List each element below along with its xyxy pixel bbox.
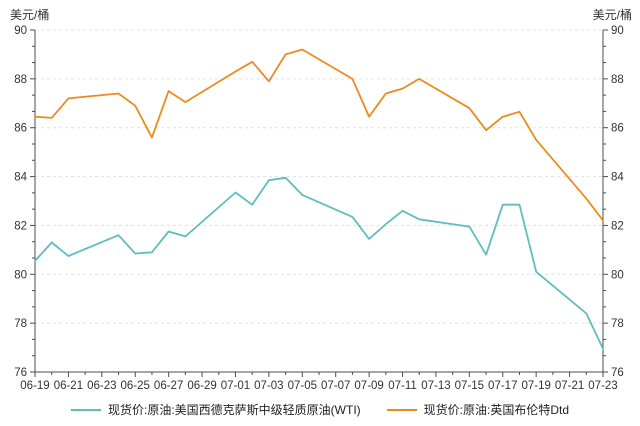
legend-item-wti[interactable]: 现货价:原油:美国西德克萨斯中级轻质原油(WTI) [71, 401, 361, 418]
y-tick-label-right: 86 [611, 123, 624, 135]
x-tick-label: 07-03 [254, 380, 283, 392]
y-tick-label-left: 78 [14, 318, 27, 330]
y-tick-label-left: 80 [14, 269, 27, 281]
y-tick-label-left: 82 [14, 220, 27, 232]
y-axis-unit-left: 美元/桶 [10, 8, 50, 22]
x-tick-label: 06-21 [54, 380, 83, 392]
wti-line [34, 176, 604, 350]
legend-label-wti: 现货价:原油:美国西德克萨斯中级轻质原油(WTI) [108, 403, 361, 417]
y-axis-unit-right: 美元/桶 [592, 8, 632, 22]
x-tick-label: 07-07 [321, 380, 350, 392]
brent-line-swatch [386, 408, 417, 411]
y-tick-label-left: 84 [14, 172, 27, 184]
y-tick-label-left: 90 [14, 25, 27, 37]
x-tick-label: 07-19 [521, 380, 550, 392]
brent-line [34, 48, 604, 222]
y-tick-label-right: 88 [611, 74, 624, 86]
y-tick-label-left: 86 [14, 123, 27, 135]
x-tick-label: 06-19 [20, 380, 49, 392]
y-tick-label-right: 82 [611, 220, 624, 232]
y-tick-label-left: 88 [14, 74, 27, 86]
x-tick-label: 06-23 [87, 380, 116, 392]
y-tick-label-right: 80 [611, 269, 624, 281]
y-tick-label-right: 84 [611, 172, 624, 184]
x-tick-label: 07-05 [288, 380, 317, 392]
x-tick-label: 07-01 [221, 380, 250, 392]
wti-line-swatch [71, 408, 101, 411]
x-tick-label: 07-17 [488, 380, 517, 392]
y-tick-label-right: 76 [611, 367, 624, 379]
y-tick-label-right: 90 [611, 25, 624, 37]
x-tick-label: 07-23 [588, 380, 617, 392]
x-tick-label: 06-29 [187, 380, 216, 392]
legend-label-brent: 现货价:原油:英国布伦特Dtd [423, 403, 569, 417]
x-tick-label: 06-27 [154, 380, 183, 392]
x-tick-label: 07-09 [354, 380, 383, 392]
legend-item-brent[interactable]: 现货价:原油:英国布伦特Dtd [386, 401, 569, 418]
y-tick-label-left: 76 [14, 367, 27, 379]
y-tick-label-right: 78 [611, 318, 624, 330]
x-tick-label: 06-25 [121, 380, 150, 392]
chart-legend: 现货价:原油:美国西德克萨斯中级轻质原油(WTI) 现货价:原油:英国布伦特Dt… [0, 401, 640, 418]
x-tick-label: 07-21 [555, 380, 584, 392]
x-tick-label: 07-15 [455, 380, 484, 392]
x-tick-label: 07-11 [388, 380, 417, 392]
x-tick-label: 07-13 [421, 380, 450, 392]
